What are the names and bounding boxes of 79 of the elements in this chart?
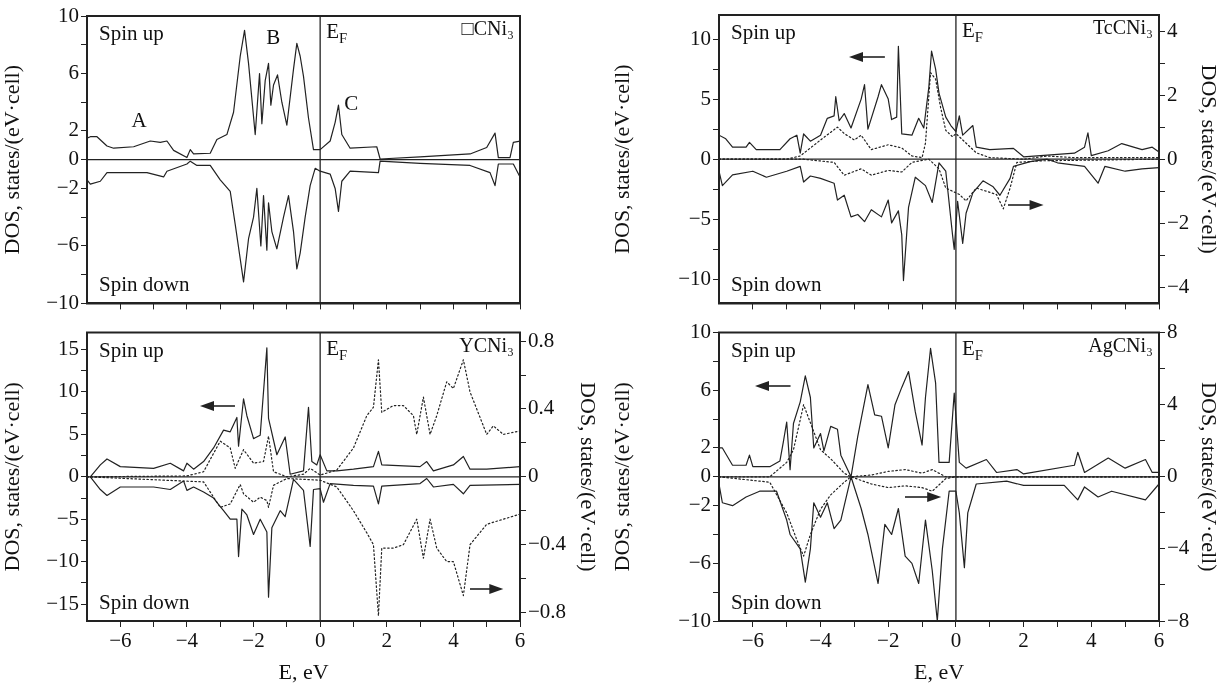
x-tick-label: −6	[741, 628, 765, 653]
annotation: A	[131, 108, 148, 133]
x-tick-label: −2	[242, 628, 265, 653]
y2-tick-label: −4	[1167, 535, 1190, 560]
annotation: Spin up	[731, 337, 796, 362]
x-tick-label: −6	[109, 628, 132, 653]
y2-tick-label: 4	[1167, 17, 1178, 42]
y-axis-title: DOS, states/(eV·cell)	[608, 64, 634, 254]
y2-tick-label: 0.8	[528, 327, 555, 352]
y-tick-label: 6	[68, 60, 79, 84]
x-tick-label: −4	[809, 628, 833, 653]
y-tick-label: −15	[46, 590, 79, 615]
annotation: C	[344, 91, 359, 116]
chart-title: TcCNi₃	[1092, 16, 1154, 38]
y2-tick-label: −4	[1167, 273, 1190, 298]
x-tick-label: −2	[877, 628, 900, 653]
y-tick-label: 10	[690, 319, 711, 344]
y-tick-label: 15	[58, 336, 79, 361]
y-tick-label: 2	[68, 117, 79, 142]
y2-axis-title: DOS, states/(eV·cell)	[1197, 64, 1221, 254]
y-tick-label: −10	[678, 265, 711, 290]
y-tick-label: 10	[58, 2, 79, 27]
y-axis-title: DOS, states/(eV·cell)	[608, 382, 634, 572]
x-tick-label: 4	[1086, 628, 1098, 653]
annotation: Spin down	[99, 590, 190, 614]
y2-tick-label: 0	[1167, 463, 1178, 488]
y-tick-label: −6	[688, 549, 711, 574]
y2-axis-title: DOS, states/(eV·cell)	[576, 382, 602, 572]
chart-title: □CNi₃	[461, 17, 515, 39]
y-tick-label: 10	[58, 378, 79, 403]
chart-title: AgCNi₃	[1088, 333, 1154, 357]
y2-tick-label: 2	[1167, 81, 1178, 106]
y2-axis-title: DOS, states/(eV·cell)	[1197, 382, 1221, 572]
x-tick-label: 0	[950, 628, 962, 653]
y-axis-title: DOS, states/(eV·cell)	[0, 382, 24, 572]
y2-tick-label: 0.4	[528, 395, 555, 420]
y-tick-label: 0	[68, 463, 79, 488]
y-tick-label: 0	[68, 146, 79, 171]
y2-tick-label: 4	[1167, 391, 1178, 416]
y2-tick-label: −0.4	[528, 531, 567, 556]
annotation: Spin down	[731, 590, 822, 614]
y-tick-label: 0	[700, 145, 711, 170]
y-tick-label: −5	[56, 505, 79, 530]
y2-tick-label: −2	[1167, 209, 1190, 234]
y-tick-label: 2	[700, 434, 711, 459]
y-tick-label: −10	[46, 289, 79, 314]
annotation: Spin down	[99, 272, 190, 297]
y-tick-label: −6	[56, 232, 79, 257]
x-tick-label: 6	[514, 628, 526, 653]
x-tick-label: 2	[1018, 628, 1029, 653]
chart-title: YCNi₃	[459, 333, 515, 356]
y-tick-label: −10	[46, 548, 79, 573]
y-tick-label: −2	[56, 174, 79, 199]
y-tick-label: 5	[700, 85, 711, 110]
y2-tick-label: −0.8	[528, 599, 567, 624]
x-tick-label: 4	[448, 628, 460, 653]
y-tick-label: 6	[700, 376, 711, 401]
y2-tick-label: 8	[1167, 319, 1178, 344]
x-tick-label: 6	[1153, 628, 1165, 653]
y-axis-title: DOS, states/(eV·cell)	[0, 65, 24, 255]
x-axis-title: E, eV	[913, 658, 965, 684]
annotation: Spin up	[731, 20, 796, 44]
y-tick-label: 5	[68, 420, 79, 445]
y2-tick-label: 0	[1167, 145, 1178, 170]
x-tick-label: 2	[381, 628, 393, 653]
x-axis-title: E, eV	[278, 658, 329, 684]
y-tick-label: −10	[678, 607, 711, 632]
y2-tick-label: 0	[528, 463, 539, 488]
y-tick-label: −2	[688, 492, 711, 517]
x-tick-label: 0	[314, 628, 326, 653]
y2-tick-label: −8	[1167, 607, 1190, 632]
annotation: B	[266, 25, 281, 50]
y-tick-label: −5	[688, 205, 711, 230]
x-tick-label: −4	[175, 628, 199, 653]
y-tick-label: 10	[690, 25, 711, 50]
annotation: Spin up	[99, 337, 164, 362]
annotation: Spin down	[731, 272, 822, 297]
y-tick-label: 0	[700, 463, 711, 488]
annotation: Spin up	[99, 21, 164, 45]
